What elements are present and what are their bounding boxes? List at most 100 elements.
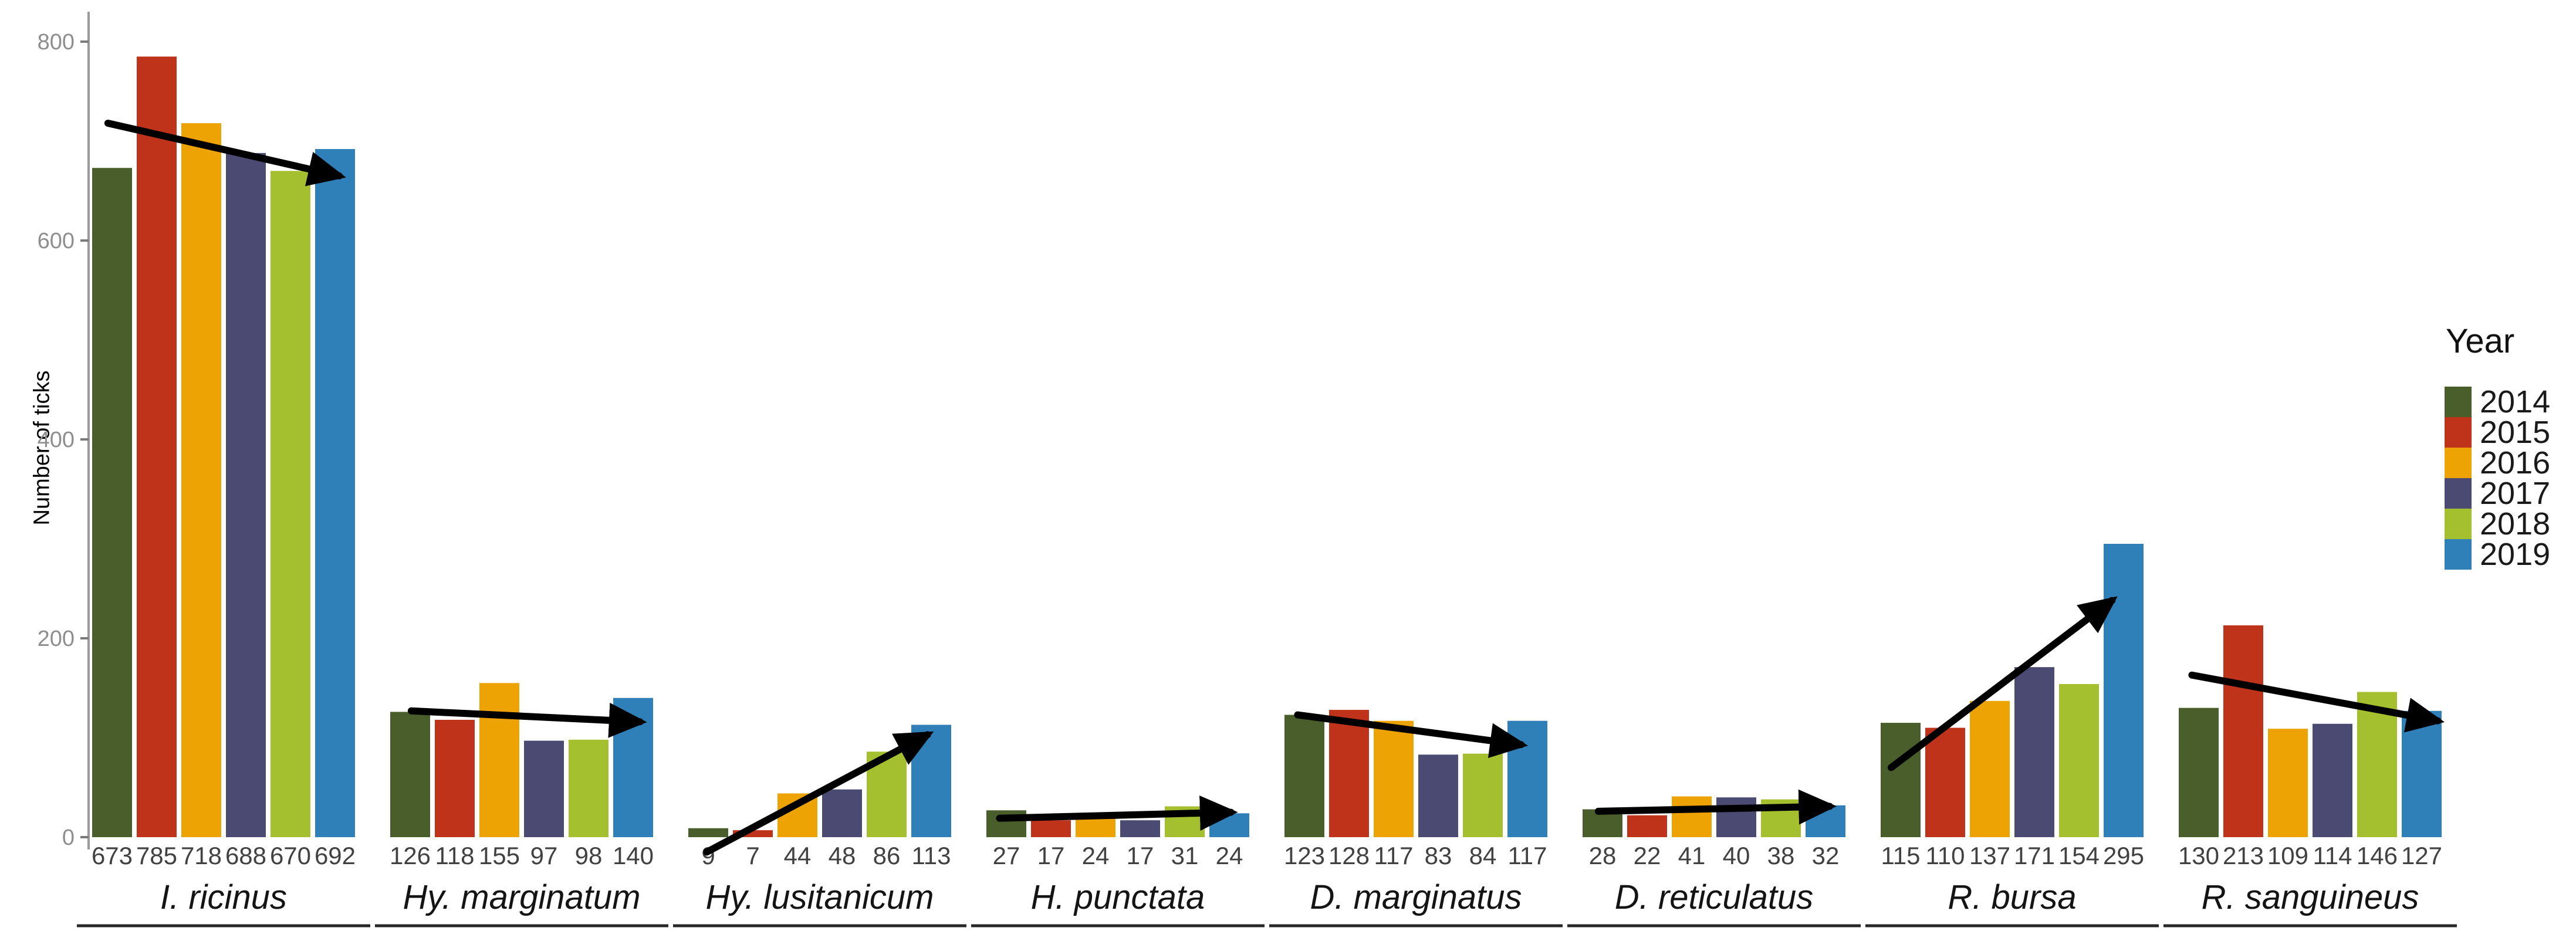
trend-arrow-down [1294, 711, 1529, 759]
bar-value-label: 785 [136, 842, 177, 869]
bar-value-label: 38 [1767, 842, 1795, 869]
bar-value-label: 113 [912, 842, 951, 869]
bar-I-ricinus-2018 [271, 171, 310, 838]
y-axis-tick-label: 400 [38, 428, 75, 452]
species-label: R. bursa [1948, 878, 2076, 916]
legend-label: 2016 [2480, 445, 2551, 480]
legend-label: 2014 [2480, 384, 2551, 419]
bar-R-bursa-2019 [2104, 543, 2144, 837]
bar-value-label: 127 [2401, 842, 2442, 869]
legend-label: 2017 [2480, 476, 2551, 511]
bar-D-reticulatus-2017 [1716, 797, 1756, 837]
bar-D-reticulatus-2016 [1672, 796, 1712, 837]
bar-value-label: 154 [2058, 842, 2100, 869]
legend-swatch [2445, 417, 2472, 448]
bar-value-label: 98 [575, 842, 603, 869]
bar-value-label: 109 [2267, 842, 2308, 869]
bar-value-label: 86 [873, 842, 901, 869]
bar-R-bursa-2014 [1881, 723, 1921, 837]
y-axis-tick-label: 600 [38, 229, 75, 253]
legend-swatch [2445, 509, 2472, 539]
species-label: Hy. lusitanicum [706, 878, 934, 916]
legend-title: Year [2446, 322, 2515, 360]
bar-value-label: 130 [2178, 842, 2219, 869]
bar-H-punctata-2015 [1031, 820, 1071, 837]
bar-R-bursa-2015 [1925, 727, 1965, 837]
bar-value-label: 41 [1678, 842, 1706, 869]
bar-Hy-marginatum-2018 [569, 739, 608, 837]
legend-label: 2015 [2480, 415, 2551, 450]
legend-items: 2014 2015 2016 2017 2018 2019 [2445, 384, 2551, 570]
species-label: R. sanguineus [2202, 878, 2419, 916]
bar-D-marginatus-2017 [1418, 754, 1458, 837]
bar-D-marginatus-2014 [1284, 715, 1324, 837]
bar-value-label: 673 [92, 842, 133, 869]
bar-value-label: 117 [1508, 842, 1547, 869]
legend-item-2016: 2016 [2445, 445, 2551, 480]
bar-R-bursa-2018 [2059, 683, 2099, 837]
bar-value-label: 117 [1374, 842, 1414, 869]
bar-value-label: 22 [1634, 842, 1661, 869]
bar-Hy-lusitanicum-2015 [733, 830, 773, 837]
trend-arrow-down [104, 119, 346, 187]
legend: Year 2014 2015 2016 2017 2018 2019 [2445, 321, 2550, 570]
bar-R-sanguineus-2015 [2223, 625, 2263, 837]
bar-R-sanguineus-2019 [2402, 710, 2442, 837]
bar-value-label: 114 [2313, 842, 2352, 869]
bar-value-label: 171 [2014, 842, 2055, 869]
legend-item-2019: 2019 [2445, 539, 2550, 570]
bar-value-label: 115 [1881, 842, 1921, 869]
bar-H-punctata-2017 [1120, 820, 1160, 837]
bar-I-ricinus-2014 [92, 168, 132, 837]
bar-value-label: 28 [1589, 842, 1617, 869]
legend-swatch [2445, 387, 2472, 417]
bar-value-label: 84 [1469, 842, 1497, 869]
bar-R-sanguineus-2017 [2313, 723, 2352, 837]
bar-R-bursa-2016 [1970, 700, 2010, 837]
species-label: D. reticulatus [1615, 878, 1813, 916]
y-axis-tick-label: 800 [38, 30, 75, 55]
bar-value-label: 17 [1037, 842, 1065, 869]
legend-item-2014: 2014 [2445, 384, 2551, 419]
bar-value-label: 24 [1216, 842, 1243, 869]
bar-H-punctata-2019 [1209, 813, 1249, 837]
legend-label: 2018 [2480, 506, 2551, 541]
bar-value-label: 97 [530, 842, 558, 869]
bar-value-label: 126 [390, 842, 431, 869]
species-label: H. punctata [1031, 878, 1205, 916]
bar-I-ricinus-2016 [181, 123, 221, 838]
bar-I-ricinus-2019 [315, 149, 355, 837]
bar-value-label: 688 [225, 842, 266, 869]
trend-arrow-up [703, 731, 934, 856]
bar-value-label: 128 [1328, 842, 1370, 869]
legend-swatch [2445, 478, 2472, 509]
bar-value-label: 670 [270, 842, 311, 869]
trend-arrow-flat [996, 795, 1238, 831]
bar-D-marginatus-2015 [1329, 710, 1369, 837]
bar-value-label: 24 [1082, 842, 1110, 869]
bar-I-ricinus-2017 [226, 153, 266, 838]
legend-swatch [2445, 448, 2472, 478]
bar-value-label: 48 [829, 842, 856, 869]
bar-value-label: 40 [1723, 842, 1750, 869]
bar-Hy-marginatum-2016 [479, 683, 519, 837]
bar-D-marginatus-2018 [1463, 753, 1503, 837]
bar-value-label: 137 [1969, 842, 2010, 869]
species-label: D. marginatus [1310, 878, 1522, 916]
bar-value-label: 32 [1812, 842, 1840, 869]
y-axis-tick-label: 200 [38, 627, 75, 651]
bar-value-label: 118 [435, 842, 475, 869]
trend-arrow-down [407, 702, 647, 738]
species-label: I. ricinus [160, 878, 287, 916]
bar-Hy-marginatum-2015 [435, 719, 475, 837]
trend-arrow-flat [1594, 789, 1837, 825]
bar-Hy-marginatum-2014 [390, 712, 430, 837]
bar-Hy-lusitanicum-2014 [688, 828, 728, 837]
bar-R-sanguineus-2018 [2357, 692, 2397, 837]
bar-D-marginatus-2019 [1507, 720, 1547, 837]
y-axis-tick-label: 0 [62, 825, 75, 850]
bar-R-sanguineus-2014 [2179, 708, 2219, 837]
legend-label: 2019 [2480, 537, 2551, 572]
